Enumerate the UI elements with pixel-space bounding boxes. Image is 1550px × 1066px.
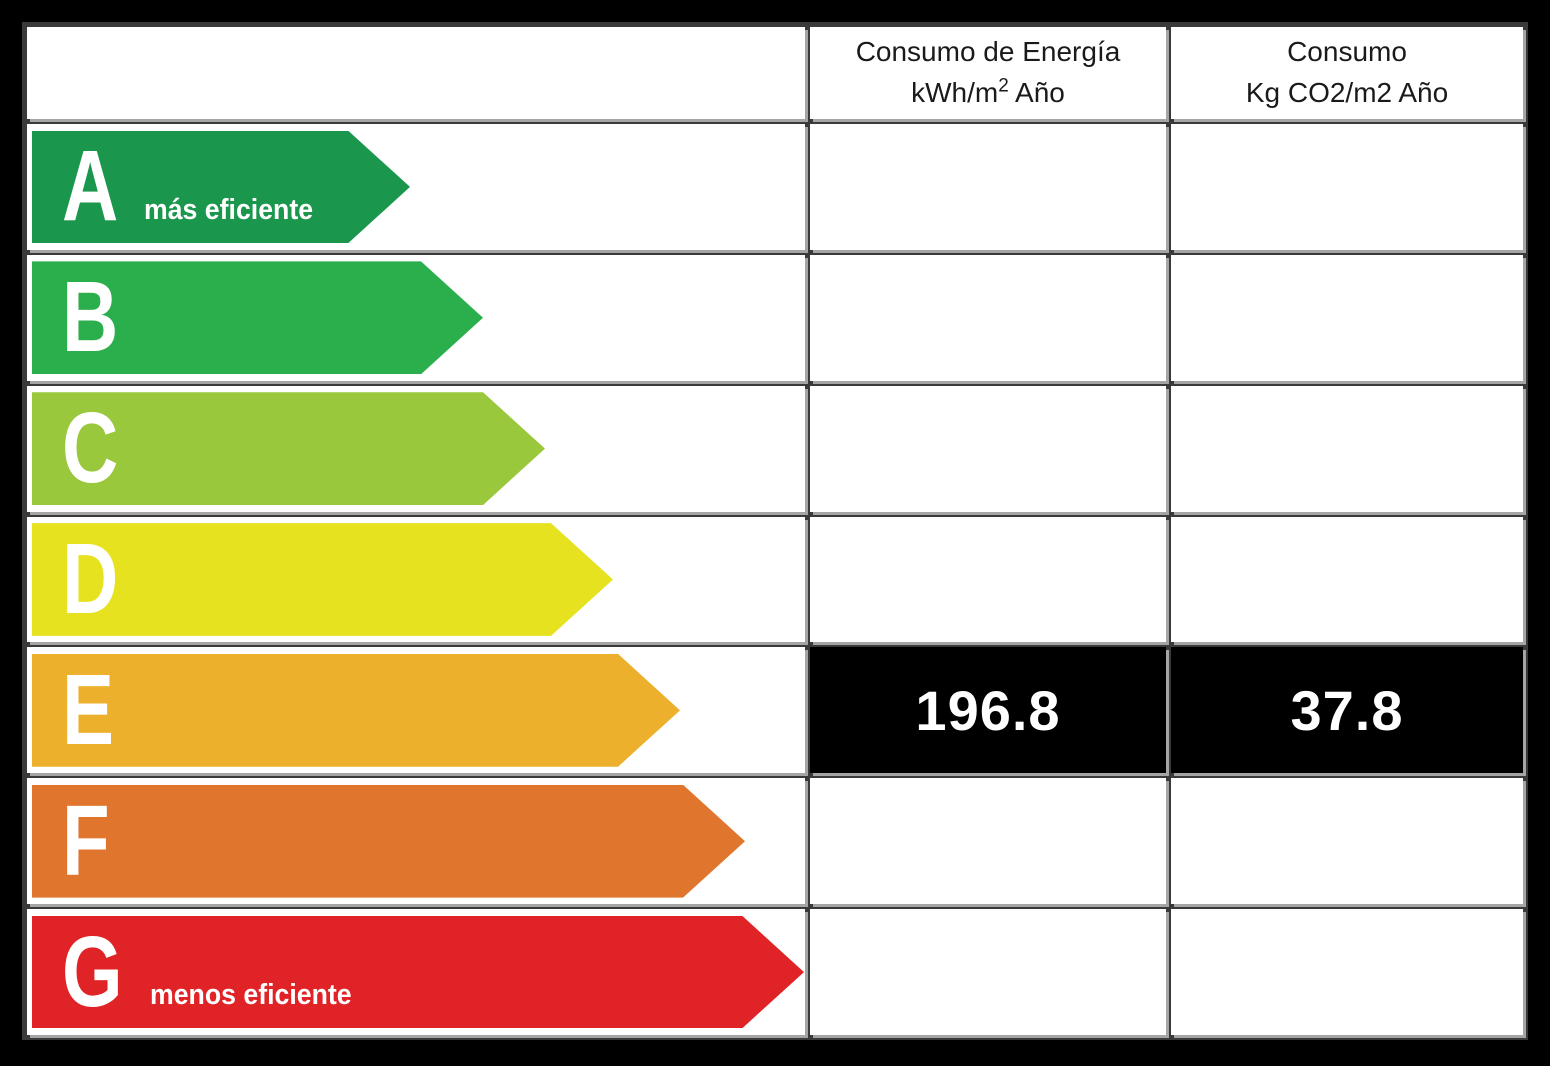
rating-row-d: D <box>27 516 805 643</box>
rating-row-f: F <box>27 778 805 905</box>
co2-value-cell-g <box>1171 909 1523 1035</box>
rating-letter-e: E <box>62 653 115 766</box>
rating-row-b: B <box>27 254 805 381</box>
energy-column-title-line2: kWh/m2 Año <box>911 75 1065 108</box>
energy-value-cell-f <box>810 778 1166 905</box>
energy-value-cell-c <box>810 385 1166 512</box>
energy-value-cell-b <box>810 254 1166 381</box>
co2-column-title-line1: Consumo <box>1287 36 1407 68</box>
energy-column-title-line1: Consumo de Energía <box>855 36 1121 68</box>
header-co2-column: Consumo Kg CO2/m2 Año <box>1171 27 1523 119</box>
rating-arrow-d: D <box>32 523 613 636</box>
energy-value-cell-a <box>810 124 1166 250</box>
rating-arrow-b: B <box>32 261 483 374</box>
rating-letter-c: C <box>62 392 119 505</box>
header-energy-column: Consumo de Energía kWh/m2 Año <box>810 27 1166 119</box>
rating-row-c: C <box>27 385 805 512</box>
co2-column-title-line2: Kg CO2/m2 Año <box>1245 77 1449 108</box>
least-efficient-note: menos eficiente <box>149 979 352 1012</box>
most-efficient-note: más eficiente <box>144 194 314 227</box>
rating-row-e: E <box>27 647 805 774</box>
co2-value-cell-a <box>1171 124 1523 250</box>
co2-value-cell-e: 37.8 <box>1171 647 1523 774</box>
co2-value-cell-f <box>1171 778 1523 905</box>
co2-value-cell-c <box>1171 385 1523 512</box>
co2-value-cell-b <box>1171 254 1523 381</box>
rating-row-g: G menos eficiente <box>27 909 805 1035</box>
co2-value-cell-d <box>1171 516 1523 643</box>
energy-value-cell-e: 196.8 <box>810 647 1166 774</box>
rating-row-a: A más eficiente <box>27 124 805 250</box>
rating-letter-a: A <box>62 130 119 243</box>
energy-value-cell-g <box>810 909 1166 1035</box>
rating-arrow-c: C <box>32 392 545 505</box>
rating-letter-g: G <box>62 915 123 1028</box>
rating-arrow-e: E <box>32 654 680 767</box>
energy-value-cell-d <box>810 516 1166 643</box>
header-empty-cell <box>27 27 805 119</box>
rating-letter-f: F <box>62 784 110 897</box>
rating-arrow-f: F <box>32 785 745 898</box>
energy-efficiency-label: Consumo de Energía kWh/m2 Año Consumo Kg… <box>22 22 1528 1040</box>
rating-letter-b: B <box>62 261 119 374</box>
rating-arrow-g: G menos eficiente <box>32 916 804 1029</box>
superscript-2: 2 <box>998 75 1009 97</box>
rating-arrow-a: A más eficiente <box>32 131 410 244</box>
rating-letter-d: D <box>62 522 119 635</box>
